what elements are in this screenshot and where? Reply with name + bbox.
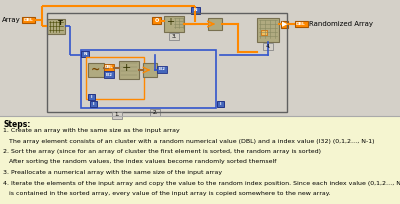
Bar [104, 64, 114, 71]
Text: ~: ~ [91, 65, 101, 75]
Text: 2.: 2. [152, 110, 158, 114]
Text: 3.: 3. [171, 33, 177, 39]
Text: I32: I32 [106, 72, 112, 76]
Text: Steps:: Steps: [3, 120, 30, 129]
Bar [112, 112, 122, 119]
Text: 2. Sort the array (since for an array of cluster the first element is sorted, th: 2. Sort the array (since for an array of… [3, 149, 321, 154]
Bar [81, 51, 89, 57]
Bar [104, 71, 114, 78]
Text: ▶: ▶ [282, 21, 287, 28]
Bar [81, 50, 216, 108]
Text: 3. Preallocate a numerical array with the same size of the input array: 3. Preallocate a numerical array with th… [3, 170, 222, 175]
Bar [208, 18, 222, 30]
Bar [263, 42, 273, 50]
Text: 4. Iterate the elements of the input array and copy the value to the random inde: 4. Iterate the elements of the input arr… [3, 181, 400, 185]
Text: is contained in the sorted array, every value of the input array is copied somew: is contained in the sorted array, every … [3, 191, 331, 196]
Text: After sorting the random values, the index values become randomly sorted themsel: After sorting the random values, the ind… [3, 160, 276, 164]
Bar [294, 21, 308, 27]
Bar [190, 7, 200, 13]
Text: 1. Create an array with the same size as the input array: 1. Create an array with the same size as… [3, 128, 180, 133]
Bar [169, 32, 179, 40]
Bar [47, 19, 65, 34]
Text: Randomized Array: Randomized Array [309, 21, 373, 27]
Bar [86, 57, 144, 99]
Bar [261, 30, 267, 35]
Text: Array: Array [2, 17, 21, 23]
Text: I32: I32 [158, 68, 166, 71]
Text: DBL: DBL [105, 65, 113, 70]
Bar [157, 66, 167, 73]
Bar [257, 18, 279, 42]
Bar [152, 17, 161, 24]
Bar [164, 16, 184, 32]
Bar [88, 63, 104, 77]
Text: +: + [166, 17, 174, 27]
Bar [0, 116, 400, 204]
Text: 4.: 4. [265, 43, 271, 49]
Text: 1.: 1. [114, 112, 120, 118]
Bar [143, 63, 157, 77]
Text: N: N [83, 52, 87, 56]
Text: I: I [92, 102, 94, 106]
Text: DBL: DBL [296, 22, 306, 26]
Text: DBL: DBL [23, 18, 33, 22]
Bar [22, 17, 34, 23]
Text: I: I [219, 102, 221, 106]
Text: I: I [90, 95, 92, 99]
Bar [216, 101, 224, 107]
Bar [47, 13, 287, 112]
Text: T: T [58, 20, 62, 26]
Text: 0: 0 [154, 18, 159, 23]
Bar [281, 21, 288, 28]
Bar [150, 109, 160, 115]
Bar [90, 101, 96, 107]
Bar [119, 61, 139, 79]
Text: The array element consists of an cluster with a random numerical value (DBL) and: The array element consists of an cluster… [3, 139, 374, 143]
Text: +: + [121, 63, 131, 73]
Text: N: N [193, 8, 197, 12]
Bar [88, 94, 94, 100]
